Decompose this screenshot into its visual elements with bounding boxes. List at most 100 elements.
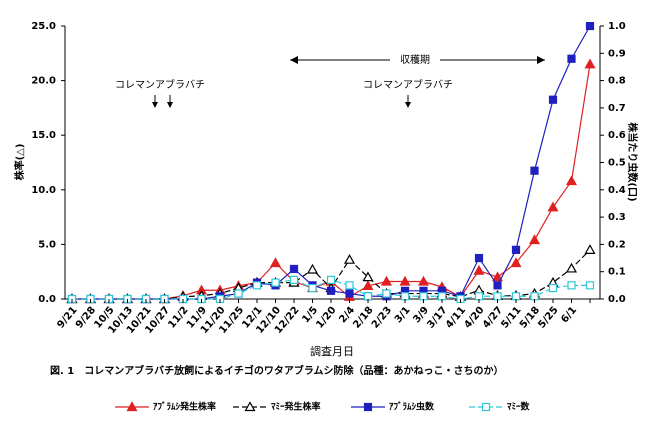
legend-marker xyxy=(244,401,256,412)
x-tick-label: 5/25 xyxy=(536,305,560,331)
data-point xyxy=(548,283,558,293)
x-tick-label: 9/28 xyxy=(74,305,98,331)
legend-marker xyxy=(126,401,138,412)
y2-axis-label: 株当たり虫数(口) xyxy=(626,122,639,201)
y2-tick-label: 0.8 xyxy=(608,76,626,87)
data-point xyxy=(473,264,485,275)
data-point xyxy=(511,245,521,254)
data-point xyxy=(585,22,595,31)
data-point xyxy=(234,289,243,298)
data-point xyxy=(382,289,391,298)
legend-label: ｱﾌﾞﾗﾑｼ虫数 xyxy=(389,401,435,413)
data-point xyxy=(528,234,541,245)
data-point xyxy=(565,175,578,186)
data-point xyxy=(362,280,374,290)
legend-label: ﾏﾐｰ発生株率 xyxy=(271,401,321,413)
x-tick-label: 3/1 xyxy=(393,305,413,326)
y2-tick-label: 0.4 xyxy=(608,185,626,196)
data-point xyxy=(547,201,559,212)
y-axis-label: 株率(△) xyxy=(13,144,26,181)
x-tick-label: 4/11 xyxy=(444,305,468,331)
annotation: コレマンアブラバチ xyxy=(115,78,205,91)
data-point xyxy=(326,286,336,295)
y-tick-label: 25.0 xyxy=(31,21,56,32)
data-point xyxy=(363,292,373,301)
data-point xyxy=(308,283,317,293)
data-point xyxy=(343,253,356,264)
y2-tick-label: 0.3 xyxy=(608,212,626,223)
data-point xyxy=(345,289,354,298)
x-tick-label: 5/11 xyxy=(499,305,523,331)
data-point xyxy=(584,244,596,254)
x-tick-label: 3/17 xyxy=(425,305,449,331)
data-point xyxy=(584,58,596,69)
data-point xyxy=(271,278,280,287)
x-tick-label: 1/20 xyxy=(314,305,338,331)
chart-title: 図. 1 コレマンアブラバチ放飼によるイチゴのワタアブラムシ防除（品種：あかねっ… xyxy=(50,364,504,377)
y-tick-label: 5.0 xyxy=(38,239,56,250)
y2-tick-label: 0.1 xyxy=(608,267,626,278)
plot-area xyxy=(66,22,596,304)
y2-tick-label: 0.0 xyxy=(608,294,626,305)
y2-tick-label: 1.0 xyxy=(608,21,626,32)
data-point xyxy=(530,166,539,175)
data-point xyxy=(417,275,430,286)
data-point xyxy=(565,262,578,273)
y2-tick-label: 0.5 xyxy=(608,158,626,169)
data-point xyxy=(530,292,539,301)
release-arrowhead xyxy=(405,102,411,108)
data-point xyxy=(493,281,502,290)
x-tick-label: 5/18 xyxy=(518,305,542,331)
y2-tick-label: 0.2 xyxy=(608,239,626,250)
data-point xyxy=(362,271,374,282)
data-point xyxy=(437,292,447,301)
data-point xyxy=(252,281,262,290)
data-point xyxy=(493,292,502,301)
legend-label: ｱﾌﾞﾗﾑｼ発生株率 xyxy=(153,401,216,413)
x-tick-label: 11/2 xyxy=(166,305,190,331)
x-tick-label: 6/1 xyxy=(559,305,579,326)
data-point xyxy=(399,275,411,286)
x-tick-label: 2/18 xyxy=(351,305,375,331)
data-point xyxy=(567,281,576,290)
legend-marker xyxy=(481,402,491,412)
data-point xyxy=(474,253,484,263)
data-point xyxy=(474,292,484,301)
data-point xyxy=(289,275,299,284)
data-point xyxy=(491,271,504,282)
y-tick-label: 0.0 xyxy=(38,294,56,305)
y2-tick-label: 0.9 xyxy=(608,48,626,59)
y-tick-label: 10.0 xyxy=(31,185,56,196)
data-point xyxy=(306,263,319,274)
x-tick-label: 4/20 xyxy=(462,305,486,331)
data-point xyxy=(548,95,558,104)
x-tick-label: 9/21 xyxy=(55,305,79,331)
data-point xyxy=(585,281,595,290)
data-point xyxy=(289,264,299,274)
annotation: 収穫期 xyxy=(400,54,430,66)
data-point xyxy=(400,292,410,301)
harvest-bg xyxy=(390,52,440,68)
data-point xyxy=(419,292,428,301)
y2-tick-label: 0.7 xyxy=(608,103,626,114)
data-point xyxy=(567,54,576,63)
x-tick-label: 4/27 xyxy=(481,305,505,331)
series-line xyxy=(72,25,591,300)
release-arrowhead xyxy=(152,102,173,108)
series-line xyxy=(72,64,591,300)
legend-marker xyxy=(363,402,373,412)
y-tick-label: 20.0 xyxy=(31,76,56,87)
data-point xyxy=(269,257,282,268)
legend-label: ﾏﾐｰ数 xyxy=(507,401,531,413)
data-point xyxy=(345,281,354,290)
x-tick-label: 2/23 xyxy=(370,305,394,331)
data-point xyxy=(510,257,522,268)
x-axis-label: 調査月日 xyxy=(310,344,354,358)
data-point xyxy=(511,292,521,301)
y-tick-label: 15.0 xyxy=(31,130,56,141)
y2-tick-label: 0.6 xyxy=(608,130,626,141)
annotation: コレマンアブラバチ xyxy=(363,78,453,91)
data-point xyxy=(380,275,393,286)
